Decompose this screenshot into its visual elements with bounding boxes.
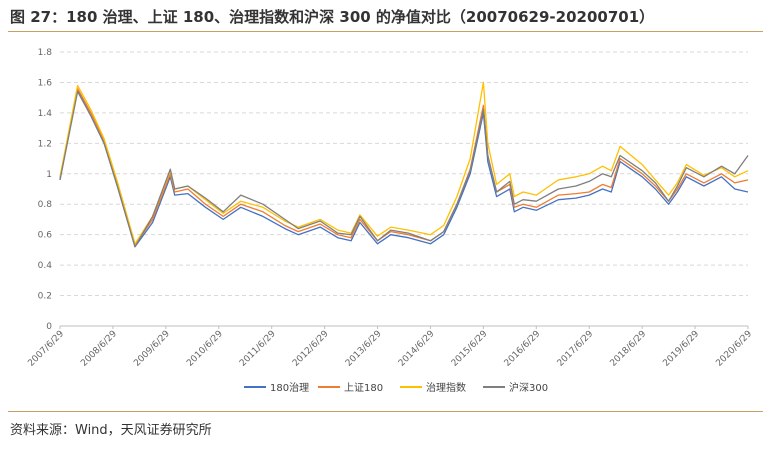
x-tick-label: 2011/6/29: [238, 329, 278, 369]
x-tick-label: 2013/6/29: [344, 329, 384, 369]
x-tick-label: 2015/6/29: [450, 329, 490, 369]
x-tick-label: 2008/6/29: [79, 329, 119, 369]
y-tick-label: 0.8: [38, 200, 53, 210]
grid-lines: [60, 51, 748, 327]
y-tick-label: 1.4: [38, 109, 53, 119]
series-line-2: [59, 81, 749, 245]
y-tick-label: 0.6: [38, 231, 53, 241]
x-tick-label: 2012/6/29: [291, 329, 331, 369]
legend: 180治理 上证180 治理指数 沪深300: [244, 381, 548, 394]
x-tick-label: 2009/6/29: [132, 329, 172, 369]
x-tick-label: 2016/6/29: [503, 329, 543, 369]
x-tick-label: 2007/6/29: [26, 329, 66, 369]
legend-label: 上证180: [344, 382, 383, 394]
y-tick-label: 0.4: [38, 261, 53, 271]
x-tick-label: 2010/6/29: [185, 329, 225, 369]
y-tick-label: 1: [46, 170, 52, 180]
series-lines: [59, 81, 749, 248]
x-tick-label: 2019/6/29: [661, 329, 701, 369]
x-tick-label: 2014/6/29: [397, 329, 437, 369]
legend-label: 沪深300: [509, 381, 548, 394]
x-tick-label: 2017/6/29: [556, 329, 596, 369]
x-tick-labels: 2007/6/29 2008/6/29 2009/6/29 2010/6/29 2011…: [26, 326, 754, 369]
legend-label: 180治理: [270, 381, 309, 394]
series-line-0: [59, 89, 749, 248]
series-line-3: [59, 90, 749, 248]
source-note: 资料来源：Wind，天风证券研究所: [10, 423, 212, 438]
y-tick-label: 0.2: [38, 292, 52, 302]
figure-title: 图 27：180 治理、上证 180、治理指数和沪深 300 的净值对比（200…: [10, 8, 655, 26]
x-tick-label: 2018/6/29: [609, 329, 649, 369]
y-tick-label: 1.2: [38, 139, 52, 149]
bottom-rule: [8, 411, 763, 412]
y-tick-label: 0: [46, 322, 52, 332]
y-tick-label: 1.6: [38, 78, 53, 88]
y-tick-label: 1.8: [38, 48, 53, 58]
x-tick-label: 2020/6/29: [714, 329, 754, 369]
top-rule: [8, 31, 763, 32]
legend-label: 治理指数: [426, 381, 466, 394]
y-tick-labels: 0 0.2 0.4 0.6 0.8 1 1.2 1.4 1.6 1.8: [38, 48, 53, 332]
